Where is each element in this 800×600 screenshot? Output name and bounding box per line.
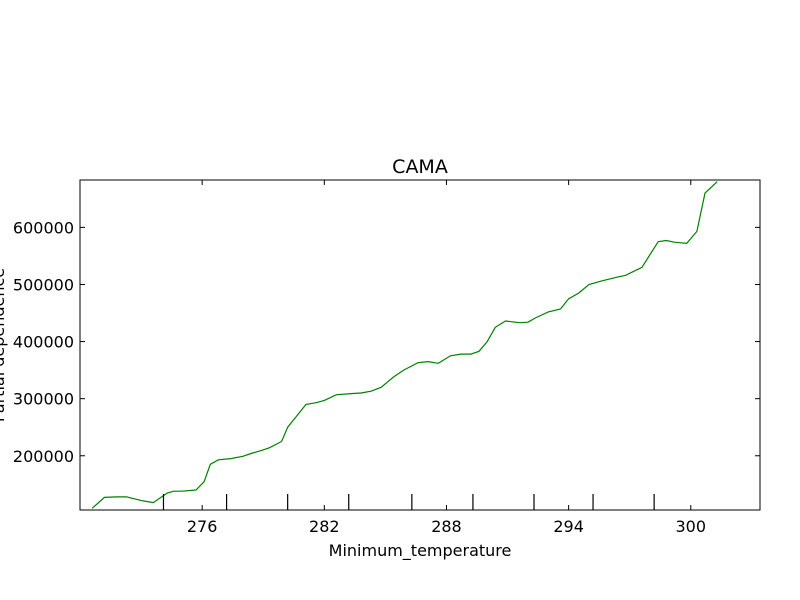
x-axis-label: Minimum_temperature [329, 541, 512, 561]
y-axis-label: Partial dependence [0, 268, 8, 422]
x-axis: 276 282 288 294 300 [187, 180, 706, 536]
x-tick-label: 294 [553, 517, 584, 536]
x-tick-label: 300 [676, 517, 707, 536]
y-axis: 200000 300000 400000 500000 600000 [13, 218, 760, 466]
plot-area [79, 179, 761, 511]
rug-layer [162, 494, 655, 510]
x-tick-label: 288 [431, 517, 462, 536]
y-tick-label: 600000 [13, 218, 74, 237]
x-tick-label: 282 [309, 517, 340, 536]
y-tick-label: 300000 [13, 390, 74, 409]
x-tick-label: 276 [187, 517, 218, 536]
y-tick-label: 400000 [13, 333, 74, 352]
y-tick-label: 500000 [13, 275, 74, 294]
y-tick-label: 200000 [13, 447, 74, 466]
series-layer [91, 181, 718, 509]
plot-frame [79, 179, 761, 511]
series-line-0 [91, 181, 718, 509]
chart-title: CAMA [392, 156, 448, 178]
